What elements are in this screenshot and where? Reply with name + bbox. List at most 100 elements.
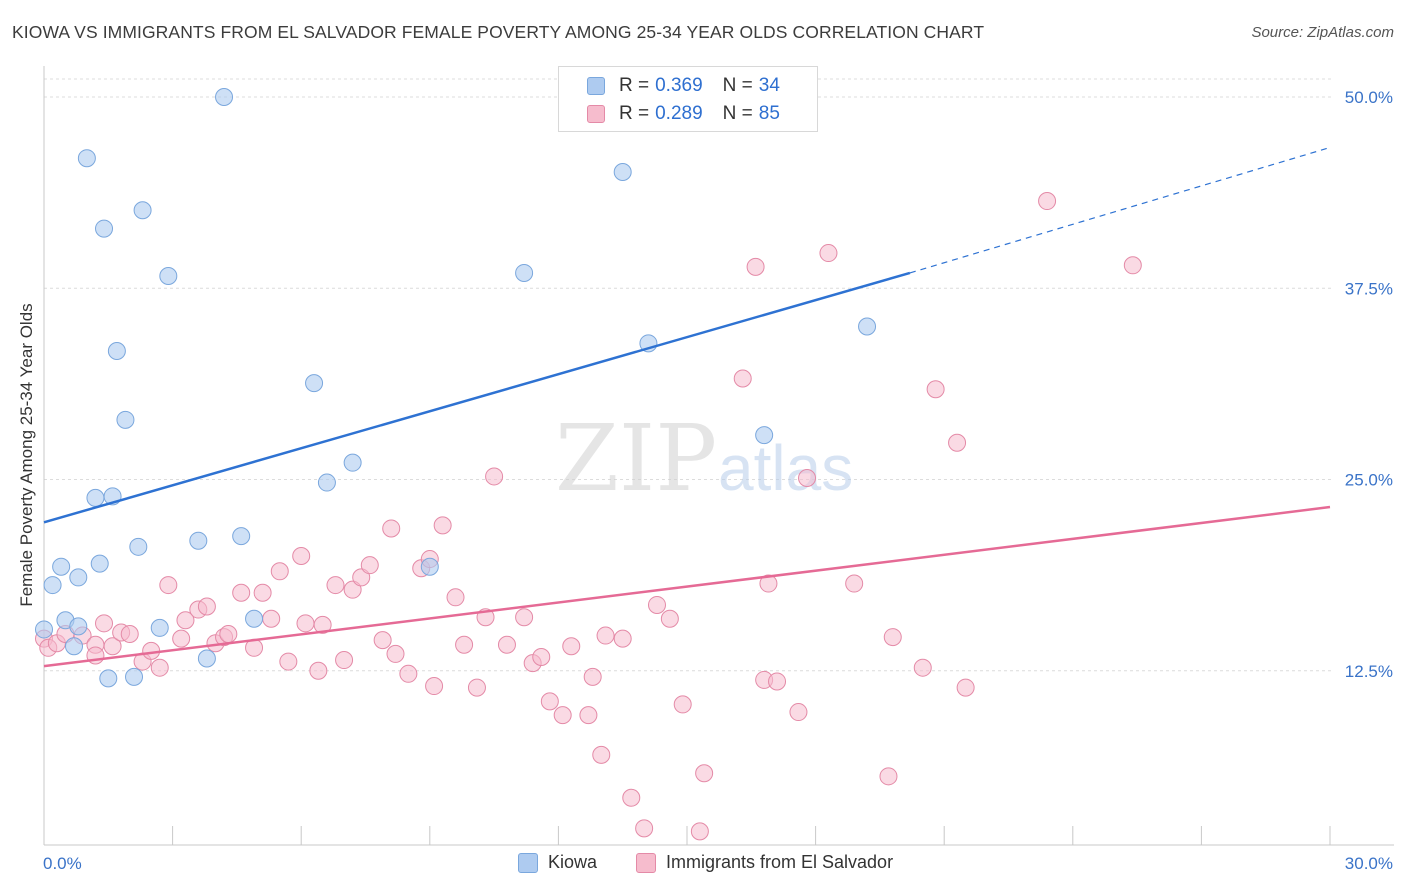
salvador-point — [956, 678, 975, 697]
salvador-point — [746, 257, 765, 276]
watermark-atlas: atlas — [718, 432, 853, 504]
kiowa-point — [125, 667, 144, 686]
salvador-point — [695, 764, 714, 783]
salvador-point — [309, 661, 328, 680]
kiowa-point — [116, 410, 135, 429]
salvador-point — [768, 672, 787, 691]
salvador-point — [532, 647, 551, 666]
tick-labels: 12.5% 25.0% 37.5% 50.0% 0.0% 30.0% — [43, 88, 1393, 873]
bottom-legend-salvador-label: Immigrants from El Salvador — [666, 852, 894, 872]
kiowa-point — [159, 267, 178, 286]
legend-n-label: N = — [722, 75, 753, 96]
salvador-point — [373, 631, 392, 650]
y-tick-label: 25.0% — [1345, 471, 1393, 490]
salvador-point — [360, 556, 379, 575]
salvador-point — [845, 574, 864, 593]
watermark: ZIP atlas — [555, 405, 853, 512]
salvador-point — [798, 468, 817, 487]
kiowa-point — [77, 149, 96, 168]
kiowa-point — [95, 219, 114, 238]
salvador-point — [292, 547, 311, 565]
watermark-zip: ZIP — [555, 405, 717, 512]
salvador-point — [159, 576, 178, 595]
legend-row-salvador: R = 0.289 N = 85 — [587, 101, 780, 127]
salvador-point — [1123, 256, 1142, 275]
bottom-legend-salvador: Immigrants from El Salvador — [636, 852, 893, 873]
salvador-point — [579, 706, 598, 725]
kiowa-point — [232, 527, 251, 546]
salvador-point — [253, 583, 272, 602]
salvador-point — [948, 433, 967, 452]
salvador-point — [759, 574, 778, 593]
y-tick-label: 37.5% — [1345, 279, 1393, 298]
salvador-point — [446, 588, 465, 607]
salvador-point — [497, 635, 516, 654]
kiowa-trend-extension — [909, 146, 1331, 274]
salvador-point — [95, 614, 114, 633]
salvador-trend-line — [43, 505, 1331, 668]
salvador-point — [635, 819, 654, 838]
salvador-point — [313, 615, 332, 634]
salvador-point — [540, 692, 559, 711]
chart-source: Source: ZipAtlas.com — [1251, 24, 1394, 41]
salvador-point — [335, 651, 354, 670]
x-tick-label-max: 30.0% — [1345, 854, 1393, 873]
kiowa-point — [613, 162, 632, 181]
kiowa-point — [99, 669, 118, 688]
salvador-point — [485, 467, 504, 486]
salvador-point — [660, 609, 679, 628]
salvador-point — [613, 629, 632, 648]
y-tick-label: 12.5% — [1345, 662, 1393, 681]
salvador-point — [433, 516, 452, 535]
salvador-point — [1038, 192, 1057, 211]
kiowa-point — [420, 557, 439, 576]
salvador-point — [296, 614, 315, 633]
salvador-point — [883, 628, 902, 647]
x-tick-label-min: 0.0% — [43, 854, 82, 873]
kiowa-point — [90, 554, 109, 573]
kiowa-swatch — [518, 852, 538, 873]
salvador-point — [819, 244, 838, 263]
salvador-point — [103, 637, 122, 656]
kiowa-point — [133, 201, 152, 220]
kiowa-point — [197, 649, 216, 668]
salvador-point — [399, 664, 418, 683]
salvador-point — [622, 788, 641, 807]
salvador-point — [232, 583, 251, 602]
kiowa-point — [129, 537, 148, 556]
salvador-point — [913, 658, 932, 677]
salvador-point — [352, 568, 371, 587]
salvador-point — [150, 658, 169, 677]
salvador-point — [515, 608, 534, 627]
legend-row-kiowa: R = 0.369 N = 34 — [587, 73, 780, 99]
salvador-point — [279, 652, 298, 671]
legend-r-value-salvador: 0.289 — [655, 103, 703, 124]
kiowa-point — [305, 374, 324, 393]
salvador-point — [142, 641, 161, 660]
salvador-point — [262, 609, 281, 628]
kiowa-trend-line — [43, 271, 911, 524]
salvador-point — [343, 580, 362, 599]
trend-lines — [43, 146, 1331, 668]
legend-r-label: R = — [619, 103, 650, 124]
kiowa-point — [107, 341, 126, 360]
kiowa-point — [317, 473, 336, 492]
salvador-swatch — [636, 852, 656, 873]
kiowa-point — [150, 618, 169, 637]
salvador-point — [647, 595, 666, 614]
chart-title: KIOWA VS IMMIGRANTS FROM EL SALVADOR FEM… — [12, 22, 985, 42]
salvador-point — [197, 597, 216, 616]
kiowa-point — [69, 617, 88, 636]
salvador-point — [553, 706, 572, 725]
salvador-point — [879, 767, 898, 786]
kiowa-point — [69, 568, 88, 587]
bottom-legend-kiowa-label: Kiowa — [548, 852, 598, 872]
kiowa-point — [858, 317, 877, 336]
series-immigrants-from-el-salvador — [35, 192, 1142, 841]
salvador-point — [926, 380, 945, 399]
kiowa-point — [43, 576, 62, 595]
kiowa-point — [245, 609, 264, 628]
salvador-point — [219, 625, 238, 644]
bottom-legend-kiowa: Kiowa — [518, 852, 597, 873]
